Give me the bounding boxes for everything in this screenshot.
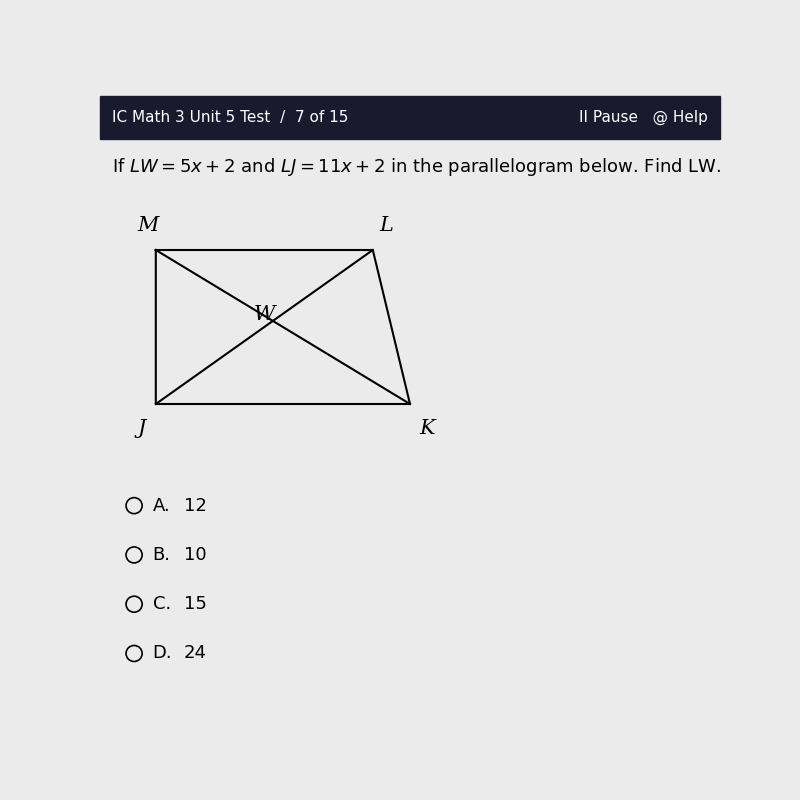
Text: B.: B.: [153, 546, 170, 564]
Text: C.: C.: [153, 595, 171, 613]
Text: L: L: [379, 215, 393, 234]
Text: If $\mathit{LW} = 5x + 2$ and $\mathit{LJ} = 11x + 2$ in the parallelogram below: If $\mathit{LW} = 5x + 2$ and $\mathit{L…: [112, 156, 722, 178]
Text: A.: A.: [153, 497, 170, 514]
Text: W: W: [254, 305, 275, 324]
Text: II Pause   @ Help: II Pause @ Help: [578, 110, 708, 125]
Text: 10: 10: [184, 546, 206, 564]
Bar: [100, 96, 720, 139]
Text: K: K: [419, 419, 435, 438]
Text: J: J: [138, 419, 146, 438]
Text: IC Math 3 Unit 5 Test  /  7 of 15: IC Math 3 Unit 5 Test / 7 of 15: [112, 110, 349, 125]
Text: 15: 15: [184, 595, 206, 613]
Text: M: M: [138, 215, 158, 234]
Text: D.: D.: [153, 645, 172, 662]
Text: 24: 24: [184, 645, 206, 662]
Text: 12: 12: [184, 497, 206, 514]
